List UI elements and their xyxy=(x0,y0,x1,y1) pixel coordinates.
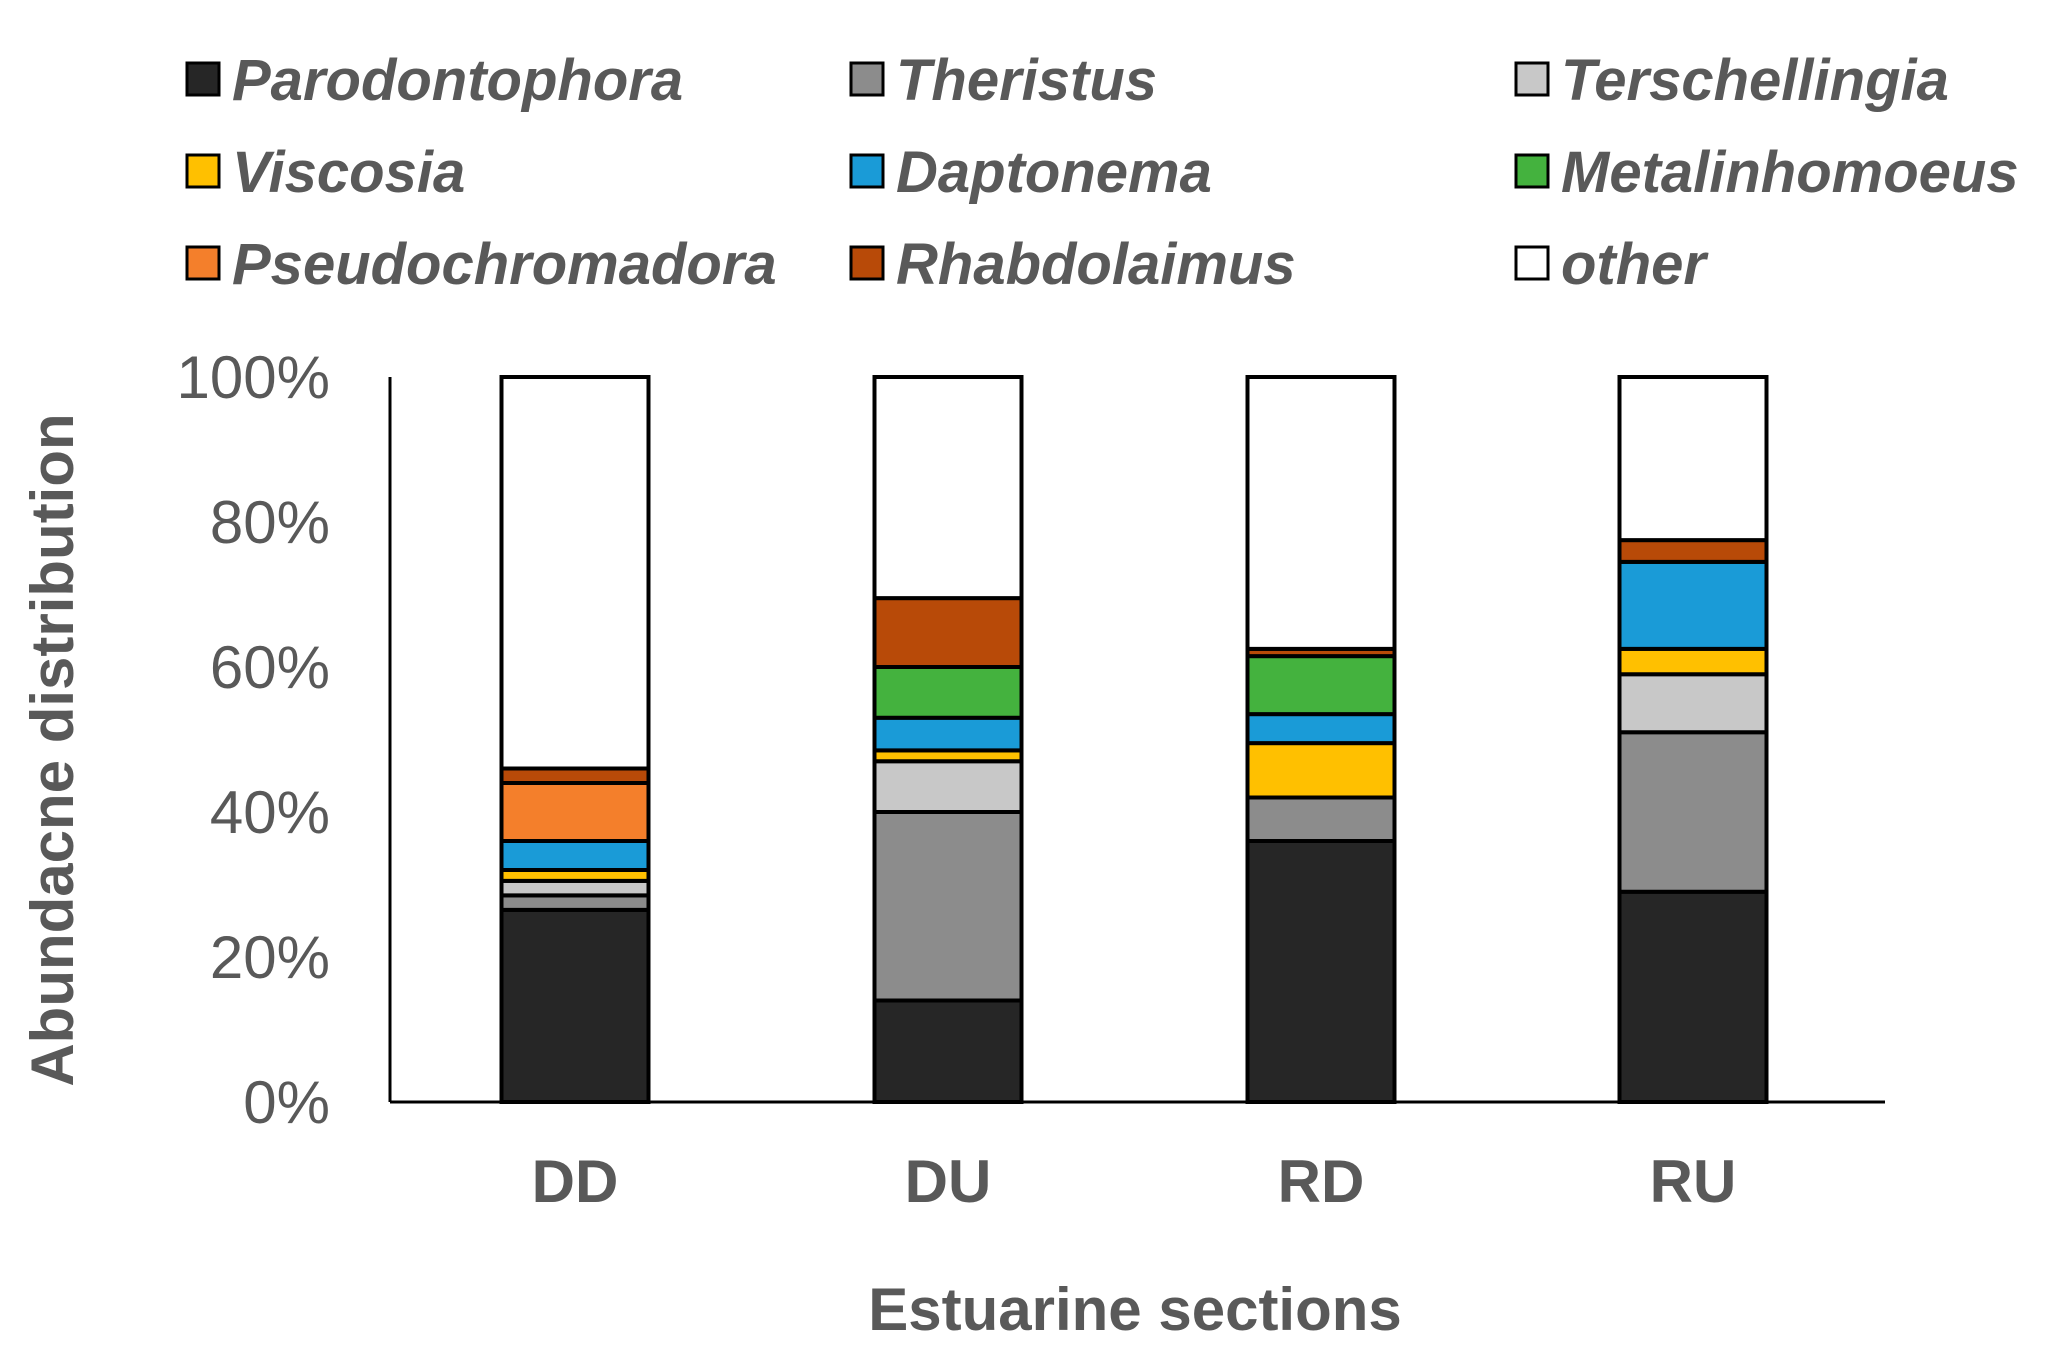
y-tick-label: 100% xyxy=(177,344,330,411)
legend-swatch-metalinhomoeus xyxy=(1514,153,1550,189)
bar-segment-rd-other xyxy=(1245,375,1397,651)
bar-segment-ru-theristus xyxy=(1617,730,1769,894)
y-axis-ticks: 0% 20% 40% 60% 80% 100% xyxy=(177,344,330,1136)
bar-segment-dd-theristus xyxy=(499,893,651,912)
bar-segment-ru-terschellingia xyxy=(1617,672,1769,735)
legend-label-other: other xyxy=(1561,232,1709,297)
bar-segment-ru-parodontophora xyxy=(1617,889,1769,1104)
legend-label-metalinhomoeus: Metalinhomoeus xyxy=(1561,140,2019,205)
legend-swatch-other xyxy=(1514,245,1550,281)
legend: Parodontophora Theristus Terschellingia Vis… xyxy=(185,48,2019,297)
bar-segment-ru-viscosia xyxy=(1617,646,1769,677)
legend-swatch-rhabdolaimus xyxy=(849,245,885,281)
x-tick-label-ru: RU xyxy=(1650,1148,1737,1215)
bar-segment-dd-terschellingia xyxy=(499,878,651,898)
bar-segment-du-theristus xyxy=(872,810,1024,1003)
bars xyxy=(499,375,1769,1104)
legend-swatch-pseudochromadora xyxy=(185,245,221,281)
y-tick-label: 60% xyxy=(210,634,330,701)
legend-swatch-viscosia xyxy=(185,153,221,189)
bar-segment-ru-daptonema xyxy=(1617,559,1769,651)
x-tick-label-dd: DD xyxy=(532,1148,619,1215)
y-tick-label: 0% xyxy=(243,1069,330,1136)
axes xyxy=(388,377,1885,1104)
legend-swatch-terschellingia xyxy=(1514,61,1550,97)
bar-segment-dd-parodontophora xyxy=(499,907,651,1104)
bar-segment-du-other xyxy=(872,375,1024,601)
bar-segment-rd-theristus xyxy=(1245,795,1397,843)
bar-segment-ru-other xyxy=(1617,375,1769,543)
bar-segment-rd-metalinhomoeus xyxy=(1245,654,1397,717)
bar-segment-du-daptonema xyxy=(872,715,1024,753)
legend-label-theristus: Theristus xyxy=(896,48,1157,113)
x-tick-label-du: DU xyxy=(905,1148,992,1215)
bar-segment-du-parodontophora xyxy=(872,998,1024,1104)
x-axis-categories: DD DU RD RU xyxy=(532,1148,1737,1215)
bar-segment-rd-viscosia xyxy=(1245,741,1397,800)
bar-segment-dd-pseudochromadora xyxy=(499,781,651,843)
bar-segment-dd-rhabdolaimus xyxy=(499,766,651,785)
bar-segment-du-metalinhomoeus xyxy=(872,665,1024,720)
legend-swatch-daptonema xyxy=(849,153,885,189)
legend-label-daptonema: Daptonema xyxy=(896,140,1212,205)
y-tick-label: 20% xyxy=(210,924,330,991)
legend-label-terschellingia: Terschellingia xyxy=(1561,48,1949,113)
bar-segment-du-rhabdolaimus xyxy=(872,596,1024,669)
bar-segment-du-terschellingia xyxy=(872,759,1024,814)
bar-segment-ru-rhabdolaimus xyxy=(1617,538,1769,564)
legend-label-viscosia: Viscosia xyxy=(232,140,465,205)
bar-segment-dd-other xyxy=(499,375,651,771)
x-axis-title: Estuarine sections xyxy=(868,1276,1402,1343)
y-axis-title: Abundacne distribution xyxy=(19,413,86,1086)
x-tick-label-rd: RD xyxy=(1278,1148,1365,1215)
legend-swatch-theristus xyxy=(849,61,885,97)
legend-label-parodontophora: Parodontophora xyxy=(232,48,683,113)
y-tick-label: 40% xyxy=(210,779,330,846)
bar-segment-dd-daptonema xyxy=(499,839,651,872)
bar-segment-rd-parodontophora xyxy=(1245,839,1397,1104)
legend-label-rhabdolaimus: Rhabdolaimus xyxy=(896,232,1296,297)
y-tick-label: 80% xyxy=(210,489,330,556)
bar-segment-rd-daptonema xyxy=(1245,712,1397,746)
legend-swatch-parodontophora xyxy=(185,61,221,97)
legend-label-pseudochromadora: Pseudochromadora xyxy=(232,232,777,297)
